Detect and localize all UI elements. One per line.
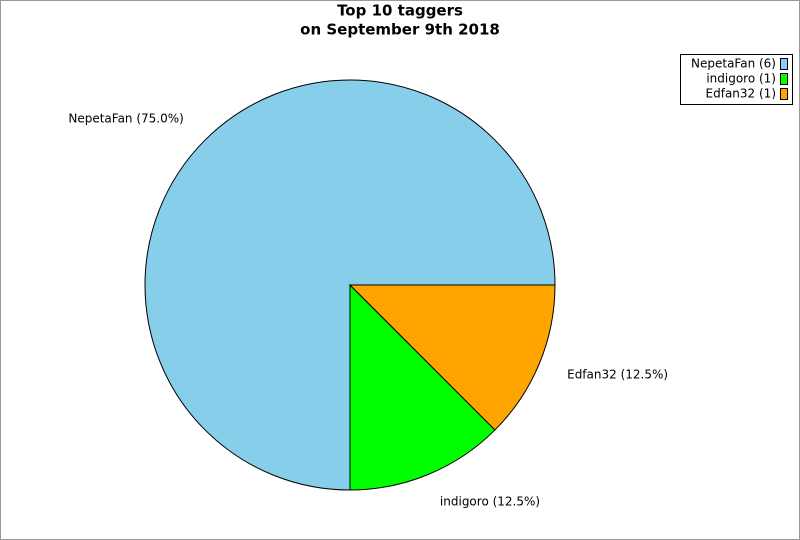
legend-swatch <box>780 73 788 85</box>
legend-swatch <box>780 88 788 100</box>
slice-label: Edfan32 (12.5%) <box>567 367 668 381</box>
chart-subtitle: on September 9th 2018 <box>300 21 500 39</box>
pie-slice <box>349 283 496 491</box>
legend-label: Edfan32 (1) <box>706 87 776 101</box>
legend-label: NepetaFan (6) <box>691 57 776 71</box>
chart-title: Top 10 taggers <box>337 2 463 20</box>
legend-box <box>680 54 793 105</box>
pie-slice <box>348 284 556 431</box>
slice-label: NepetaFan (75.0%) <box>68 111 183 125</box>
slice-label: indigoro (12.5%) <box>440 495 540 509</box>
legend-label: indigoro (1) <box>706 72 776 86</box>
legend-swatch <box>780 58 788 70</box>
